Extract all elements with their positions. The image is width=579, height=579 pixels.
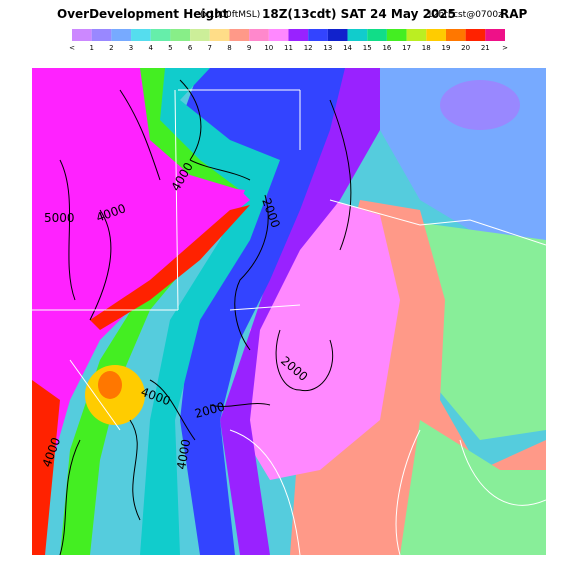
colorbar-box	[209, 29, 230, 41]
colorbar-label: <	[69, 44, 75, 52]
colorbar-label: 1	[89, 44, 93, 52]
colorbar-box	[327, 29, 348, 41]
colorbar-label: 7	[208, 44, 212, 52]
colorbar-label: 19	[441, 44, 450, 52]
colorbar-box	[190, 29, 210, 41]
units: (x1000ftMSL)	[200, 10, 260, 20]
colorbar-box	[91, 29, 112, 41]
colorbar-box	[445, 29, 466, 41]
colorbar-label: 4	[148, 44, 153, 52]
colorbar-box	[347, 29, 368, 41]
colorbar-box	[150, 29, 171, 41]
colorbar-label: 13	[323, 44, 332, 52]
colorbar-label: 16	[382, 44, 391, 52]
colorbar-box	[308, 29, 328, 41]
colorbar-box	[111, 29, 132, 41]
colorbar-label: 2	[109, 44, 113, 52]
colorbar-box	[426, 29, 446, 41]
contour-label: 4000	[174, 438, 193, 471]
colorbar-label: 6	[188, 44, 193, 52]
colorbar-label: 15	[363, 44, 372, 52]
colorbar-box	[367, 29, 387, 41]
colorbar-box	[72, 29, 92, 41]
colorbar-label: 21	[481, 44, 490, 52]
colorbar-label: 20	[461, 44, 470, 52]
colorbar-label: 18	[422, 44, 431, 52]
colorbar-box	[249, 29, 269, 41]
model: RAP	[500, 7, 528, 21]
colorbar-box	[268, 29, 289, 41]
colorbar-box	[485, 29, 505, 41]
colorbar-box	[229, 29, 250, 41]
map	[32, 68, 546, 555]
contour-label: 5000	[44, 211, 75, 225]
forecast: 12hrFcst@0700z	[427, 10, 503, 20]
colorbar-label: 9	[247, 44, 251, 52]
colorbar-box	[386, 29, 407, 41]
colorbar-box	[131, 29, 151, 41]
colorbar-label: 14	[343, 44, 352, 52]
colorbar-box	[406, 29, 427, 41]
colorbar-label: 12	[304, 44, 313, 52]
colorbar-label: 17	[402, 44, 411, 52]
colorbar-box	[288, 29, 309, 41]
colorbar-label: 10	[264, 44, 273, 52]
colorbar: <1 2 3 4 5 6 7 8 9 10 11 12 13 14 15 16 17 18 19 20 21 >	[69, 29, 508, 52]
colorbar-label: 3	[129, 44, 133, 52]
colorbar-label: 8	[227, 44, 231, 52]
colorbar-label: >	[502, 44, 508, 52]
colorbar-label: 11	[284, 44, 293, 52]
title: OverDevelopment Height	[57, 7, 229, 21]
colorbar-box	[465, 29, 486, 41]
colorbar-box	[170, 29, 191, 41]
colorbar-label: 5	[168, 44, 172, 52]
valid-time: 18Z(13cdt) SAT 24 May 2025	[262, 7, 456, 21]
